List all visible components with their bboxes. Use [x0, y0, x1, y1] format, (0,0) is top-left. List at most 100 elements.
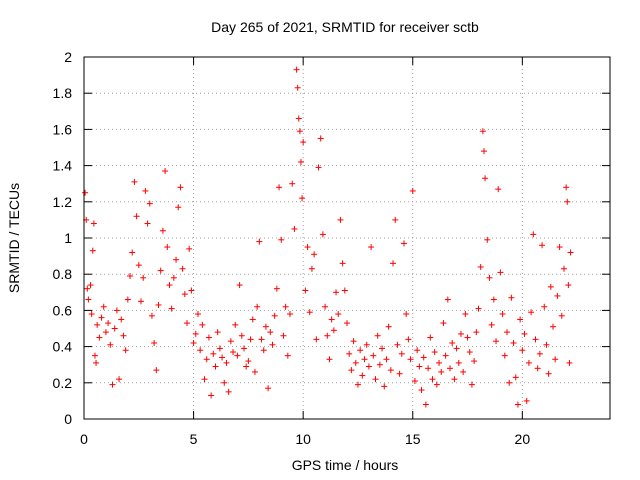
data-point — [359, 372, 366, 379]
data-point — [90, 220, 97, 227]
data-point — [135, 262, 142, 269]
data-point — [521, 330, 528, 337]
data-point — [129, 249, 136, 256]
data-point — [563, 184, 570, 191]
data-point — [532, 336, 539, 343]
data-point — [265, 385, 272, 392]
x-tick-label: 10 — [295, 431, 311, 447]
data-point — [383, 356, 390, 363]
y-tick-label: 1.4 — [53, 158, 73, 174]
data-point — [436, 359, 443, 366]
data-point — [105, 320, 112, 327]
data-point — [212, 363, 219, 370]
data-point — [188, 287, 195, 294]
x-axis-label: GPS time / hours — [292, 457, 399, 473]
data-point — [370, 352, 377, 359]
data-point — [484, 236, 491, 243]
data-point — [363, 341, 370, 348]
data-point — [497, 269, 504, 276]
chart-title: Day 265 of 2021, SRMTID for receiver sct… — [211, 19, 479, 35]
data-point — [499, 311, 506, 318]
y-tick-label: 0 — [64, 411, 72, 427]
data-point — [508, 294, 515, 301]
data-point — [247, 336, 254, 343]
data-point — [122, 347, 129, 354]
y-tick-label: 1.8 — [53, 85, 73, 101]
data-point — [346, 350, 353, 357]
data-point — [251, 368, 258, 375]
data-point — [88, 311, 95, 318]
data-point — [449, 339, 456, 346]
data-point — [175, 204, 182, 211]
data-point — [201, 376, 208, 383]
data-point — [216, 345, 223, 352]
data-point — [225, 388, 232, 395]
data-point — [405, 336, 412, 343]
data-point — [124, 296, 131, 303]
data-point — [131, 178, 138, 185]
data-point — [400, 240, 407, 247]
data-point — [144, 220, 151, 227]
data-point — [317, 135, 324, 142]
data-point — [294, 84, 301, 91]
data-point — [324, 332, 331, 339]
data-point — [337, 216, 344, 223]
data-point — [390, 260, 397, 267]
data-point — [385, 323, 392, 330]
data-point — [249, 316, 256, 323]
data-point — [291, 225, 298, 232]
data-point — [127, 273, 134, 280]
data-point — [512, 374, 519, 381]
data-point — [344, 320, 350, 327]
data-point — [407, 356, 414, 363]
data-point — [137, 298, 144, 305]
data-point — [91, 352, 98, 359]
data-point — [184, 320, 191, 327]
data-point — [157, 267, 164, 274]
data-point — [240, 345, 247, 352]
y-tick-labels: 0 0.2 0.4 0.6 0.8 1 1.2 1.4 1.6 1.8 2 — [53, 49, 73, 427]
data-point — [479, 128, 486, 135]
data-point — [267, 329, 274, 336]
data-point — [422, 401, 429, 408]
y-tick-label: 2 — [64, 49, 72, 65]
y-tick-label: 1 — [64, 230, 72, 246]
data-point — [84, 285, 91, 292]
data-point — [133, 213, 140, 220]
data-point — [418, 387, 425, 394]
data-point — [335, 311, 342, 318]
data-point — [162, 168, 169, 175]
data-point — [560, 265, 567, 272]
data-point — [556, 244, 563, 251]
data-point — [181, 291, 188, 298]
data-point — [170, 274, 177, 281]
x-tick-labels: 0 5 10 15 20 — [80, 431, 530, 447]
data-point — [420, 354, 427, 361]
data-point — [155, 301, 162, 308]
data-point — [142, 187, 149, 194]
data-point — [528, 309, 535, 316]
data-point — [223, 359, 230, 366]
data-point — [146, 200, 153, 207]
data-point — [100, 303, 107, 310]
data-point — [453, 345, 460, 352]
data-point — [475, 305, 482, 312]
data-point — [566, 359, 573, 366]
data-point — [392, 216, 399, 223]
data-point — [322, 303, 329, 310]
data-point — [348, 367, 355, 374]
data-point — [488, 321, 495, 328]
data-point — [296, 128, 303, 135]
data-point — [409, 187, 416, 194]
data-point — [186, 245, 193, 252]
data-point — [94, 321, 101, 328]
data-point — [429, 376, 436, 383]
data-point — [159, 227, 166, 234]
data-point — [116, 376, 123, 383]
data-point — [326, 356, 333, 363]
x-tick-label: 20 — [515, 431, 531, 447]
data-point — [166, 282, 173, 289]
data-point — [554, 292, 561, 299]
data-point — [238, 332, 245, 339]
data-point — [519, 347, 526, 354]
